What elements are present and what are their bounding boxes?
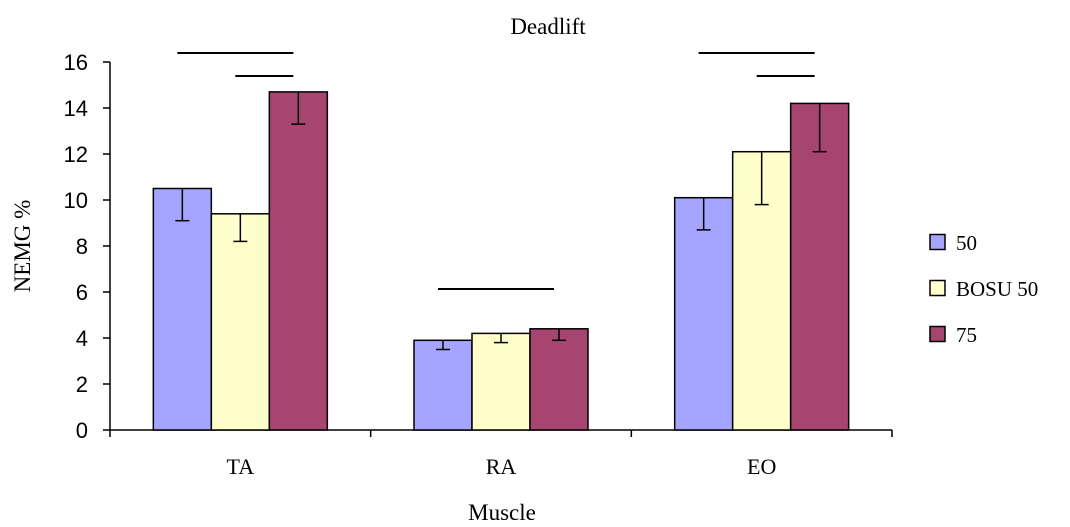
bar — [529, 328, 589, 431]
chart-title: Deadlift — [510, 14, 586, 39]
bar — [152, 187, 213, 431]
x-axis-title: Muscle — [468, 500, 536, 525]
bar — [673, 196, 734, 431]
y-tick-label: 0 — [76, 418, 88, 443]
bar — [268, 91, 329, 431]
legend: 50 BOSU 50 75 — [929, 231, 1038, 347]
legend-swatch — [929, 325, 946, 343]
y-tick-label: 10 — [64, 188, 88, 213]
bar — [210, 213, 271, 431]
bar — [789, 102, 850, 431]
legend-label: BOSU 50 — [956, 277, 1038, 301]
bar — [471, 332, 531, 431]
y-tick-label: 6 — [76, 280, 88, 305]
category-label: RA — [486, 454, 517, 479]
legend-swatch — [929, 233, 946, 251]
y-tick-label: 2 — [76, 372, 88, 397]
y-tick-label: 12 — [64, 142, 88, 167]
category-label: TA — [227, 454, 255, 479]
category-label: EO — [747, 454, 776, 479]
plot-area: 0 2 4 6 8 10 12 14 16 TA RA EO — [64, 50, 893, 479]
y-axis-title: NEMG % — [10, 200, 35, 293]
legend-label: 75 — [956, 323, 977, 347]
bar — [413, 339, 473, 431]
y-tick-label: 14 — [64, 96, 88, 121]
y-tick-label: 8 — [76, 234, 88, 259]
y-tick-label: 4 — [76, 326, 88, 351]
y-tick-label: 16 — [64, 50, 88, 75]
legend-label: 50 — [956, 231, 977, 255]
legend-swatch — [929, 279, 946, 297]
